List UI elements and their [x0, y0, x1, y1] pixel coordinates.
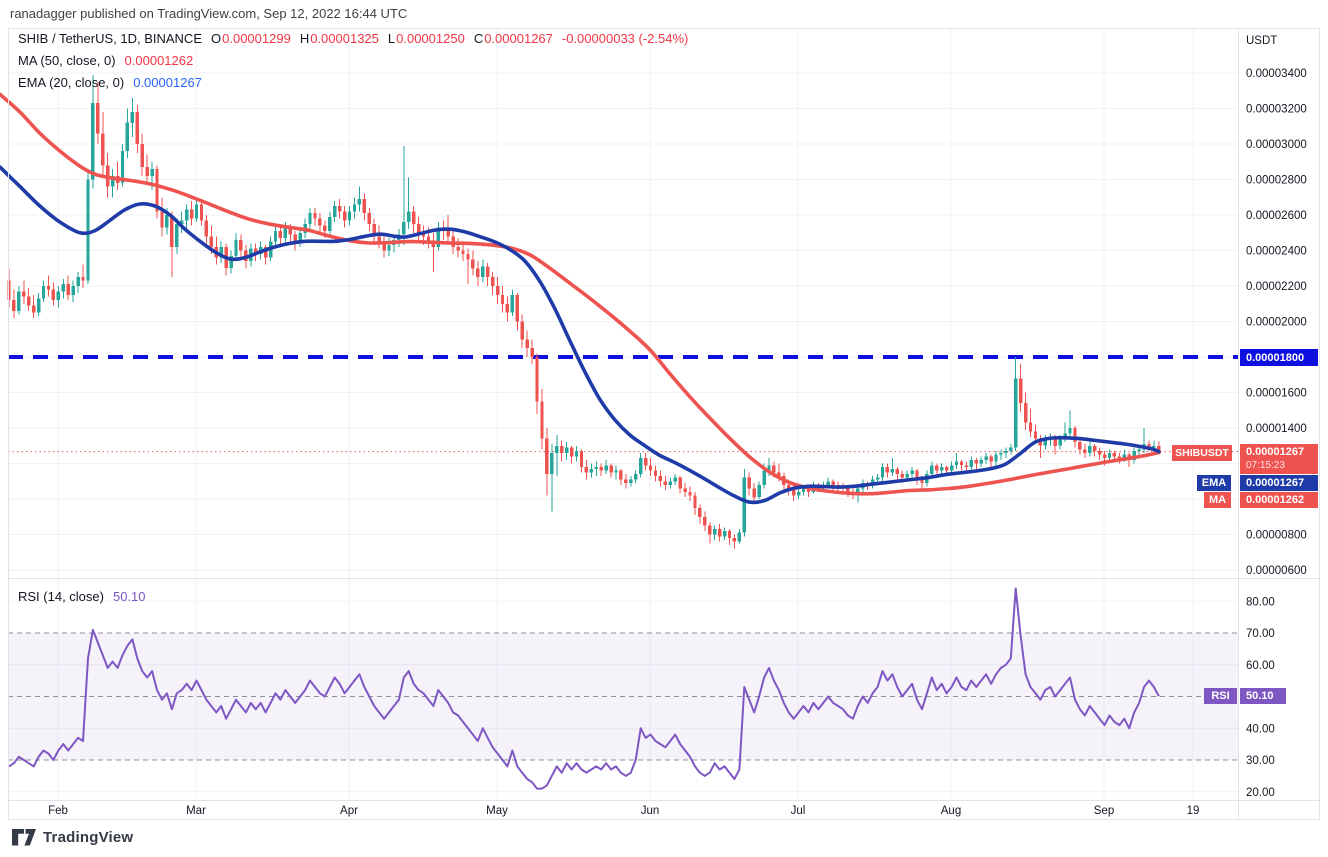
ma-legend-row[interactable]: MA (50, close, 0) 0.00001262 — [18, 53, 688, 69]
svg-text:Sep: Sep — [1094, 805, 1114, 817]
svg-text:Jul: Jul — [791, 805, 806, 817]
last-price-value: 0.00001267 — [1246, 446, 1305, 458]
svg-text:70.00: 70.00 — [1246, 628, 1275, 640]
bar-countdown: 07:15:23 — [1246, 460, 1285, 471]
svg-text:0.00002200: 0.00002200 — [1246, 281, 1307, 293]
rsi-band — [8, 632, 1238, 761]
ema-legend-row[interactable]: EMA (20, close, 0) 0.00001267 — [18, 75, 688, 91]
symbol-price-tag: SHIBUSDT — [1172, 445, 1232, 461]
svg-text:40.00: 40.00 — [1246, 723, 1275, 735]
svg-text:0.00001400: 0.00001400 — [1246, 423, 1307, 435]
rsi-value-badge: 50.10 — [1240, 688, 1286, 704]
last-price-badge: 0.00001267 07:15:23 — [1240, 444, 1318, 474]
svg-text:0.00003200: 0.00003200 — [1246, 104, 1307, 116]
rsi-tag: RSI — [1204, 688, 1237, 704]
ma-tag: MA — [1204, 492, 1231, 508]
attribution-text: ranadagger published on TradingView.com,… — [10, 6, 408, 21]
symbol-title: SHIB / TetherUS, 1D, BINANCE — [18, 31, 202, 46]
tradingview-logo-text: TradingView — [43, 829, 134, 846]
ma-legend-label: MA (50, close, 0) — [18, 53, 116, 68]
ohlc-open: O 0.00001299 — [211, 31, 291, 46]
ohlc-high: H 0.00001325 — [299, 31, 379, 46]
tradingview-logo-icon — [12, 829, 36, 846]
pane-borders — [8, 28, 1320, 820]
svg-text:0.00002800: 0.00002800 — [1246, 175, 1307, 187]
time-axis[interactable]: Feb Mar Apr May Jun Jul Aug Sep 19 — [48, 805, 1199, 817]
rsi-line[interactable] — [8, 587, 1160, 790]
candles — [7, 74, 1161, 549]
ohlc-change: -0.00000033 (-2.54%) — [561, 31, 689, 46]
svg-text:Apr: Apr — [340, 805, 358, 817]
svg-text:Feb: Feb — [48, 805, 68, 817]
svg-text:0.00002600: 0.00002600 — [1246, 210, 1307, 222]
ema20-line[interactable] — [0, 165, 1161, 505]
svg-text:0.00002400: 0.00002400 — [1246, 246, 1307, 258]
svg-text:Jun: Jun — [641, 805, 660, 817]
svg-text:80.00: 80.00 — [1246, 596, 1275, 608]
rsi-legend-label: RSI (14, close) — [18, 589, 104, 604]
ma-price-badge: 0.00001262 — [1240, 492, 1318, 508]
main-legend: SHIB / TetherUS, 1D, BINANCE O 0.00001299… — [18, 31, 688, 97]
price-axis[interactable]: USDT 0.00003400 0.00003200 0.00003000 0.0000… — [1246, 35, 1307, 799]
svg-text:May: May — [486, 805, 508, 817]
ohlc-close: C 0.00001267 — [473, 31, 553, 46]
rsi-legend-row[interactable]: RSI (14, close) 50.10 — [18, 589, 146, 605]
ma50-line[interactable] — [0, 92, 1161, 496]
svg-text:Aug: Aug — [941, 805, 961, 817]
symbol-legend-row[interactable]: SHIB / TetherUS, 1D, BINANCE O 0.00001299… — [18, 31, 688, 47]
ema-legend-value: 0.00001267 — [133, 75, 202, 90]
svg-text:19: 19 — [1187, 805, 1200, 817]
svg-text:0.00003000: 0.00003000 — [1246, 139, 1307, 151]
svg-text:0.00003400: 0.00003400 — [1246, 68, 1307, 80]
svg-text:0.00000800: 0.00000800 — [1246, 530, 1307, 542]
svg-text:60.00: 60.00 — [1246, 660, 1275, 672]
svg-text:30.00: 30.00 — [1246, 755, 1275, 767]
svg-text:0.00000600: 0.00000600 — [1246, 565, 1307, 577]
currency-label: USDT — [1246, 35, 1277, 47]
rsi-legend-value: 50.10 — [112, 589, 146, 604]
tradingview-logo[interactable]: TradingView — [12, 829, 133, 846]
level-price-badge: 0.00001800 — [1240, 349, 1318, 366]
svg-text:0.00001600: 0.00001600 — [1246, 388, 1307, 400]
svg-text:20.00: 20.00 — [1246, 787, 1275, 799]
ema-tag: EMA — [1197, 475, 1231, 491]
svg-text:Mar: Mar — [186, 805, 206, 817]
ma-legend-value: 0.00001262 — [124, 53, 194, 68]
svg-text:0.00002000: 0.00002000 — [1246, 317, 1307, 329]
ema-price-badge: 0.00001267 — [1240, 475, 1318, 491]
ema-legend-label: EMA (20, close, 0) — [18, 75, 125, 90]
ohlc-low: L 0.00001250 — [387, 31, 465, 46]
